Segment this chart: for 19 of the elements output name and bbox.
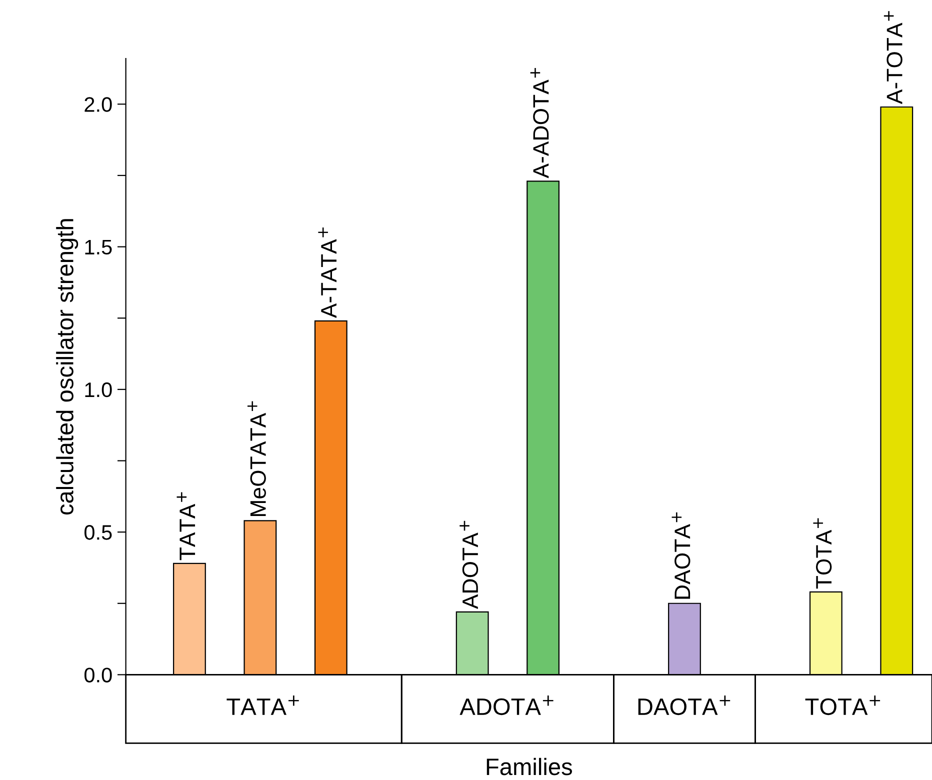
y-tick-label: 2.0 [84, 97, 112, 112]
x-tick-label: TOTA$^{+}$ [813, 518, 832, 589]
y-tick-label: 0.5 [84, 525, 112, 540]
x-tick-label: MeOTATA$^{+}$ [247, 401, 266, 516]
text: ADOTA$^{+}$ [460, 695, 554, 716]
text: TOTA$^{+}$ [805, 695, 880, 716]
text: DAOTA$^{+}$ [638, 695, 730, 716]
y-tick-label: 1.5 [85, 240, 112, 255]
x-tick-label: DAOTA$^{+}$ [672, 512, 690, 599]
x-tick-label: A-ADOTA$^{+}$ [530, 68, 549, 178]
y-axis-title: calculated oscillator strength [56, 219, 78, 515]
text: TATA$^{+}$ [226, 695, 299, 715]
x-tick-label: A-TATA$^{+}$ [318, 227, 336, 318]
x-tick-label: ADOTA$^{+}$ [460, 520, 478, 610]
x-axis-title: Families [486, 758, 572, 776]
y-tick-label: 1.0 [85, 382, 112, 398]
x-tick-label: A-TOTA$^{+}$ [884, 11, 902, 104]
x-tick-label: TATA$^{+}$ [176, 492, 196, 560]
y-tick-label: 0.0 [84, 668, 112, 682]
